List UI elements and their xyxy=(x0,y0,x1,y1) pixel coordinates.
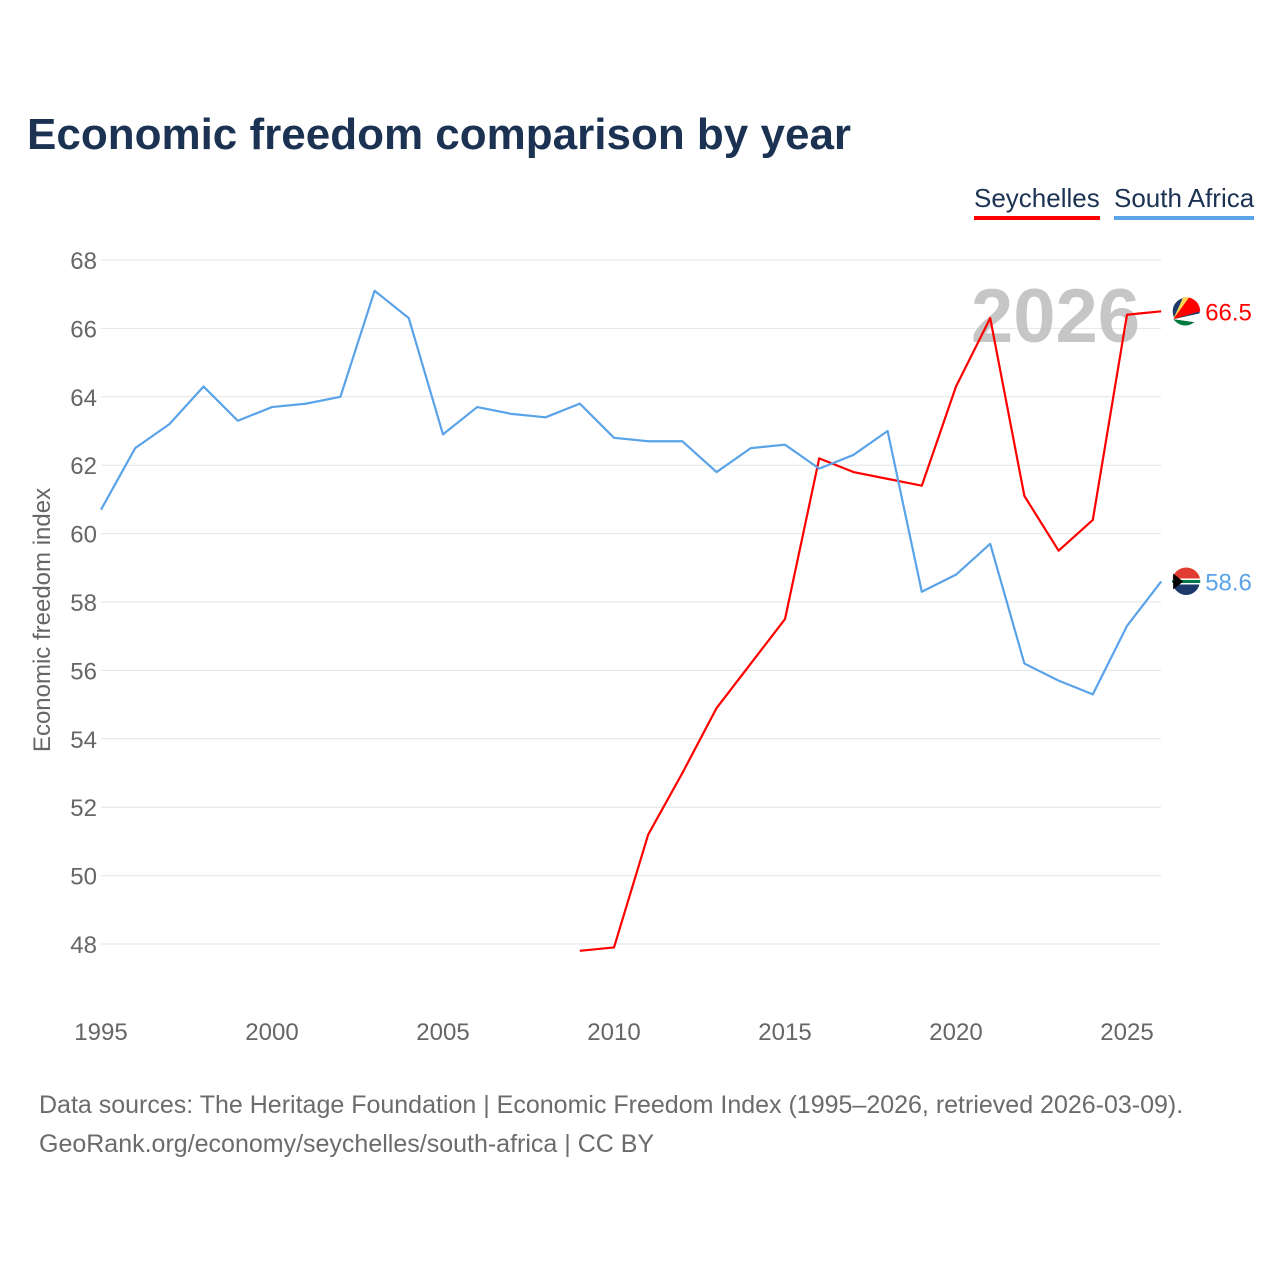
data-point xyxy=(748,445,754,451)
data-point xyxy=(1056,678,1062,684)
data-point xyxy=(1158,308,1164,314)
y-tick-label: 60 xyxy=(70,522,97,549)
y-tick-label: 54 xyxy=(70,727,97,754)
end-value-label: 66.5 xyxy=(1205,299,1252,326)
x-tick-label: 2015 xyxy=(758,1019,811,1046)
data-point xyxy=(235,418,241,424)
y-tick-label: 50 xyxy=(70,864,97,891)
flag-stripe xyxy=(1173,297,1201,320)
data-point xyxy=(1021,661,1027,667)
series-line-south-africa xyxy=(100,289,1163,696)
data-point xyxy=(1090,691,1096,697)
y-tick-label: 58 xyxy=(70,590,97,617)
data-point xyxy=(850,452,856,458)
data-point xyxy=(406,315,412,321)
y-tick-label: 48 xyxy=(70,932,97,959)
data-point xyxy=(166,421,172,427)
data-point xyxy=(1056,548,1062,554)
x-tick-label: 1995 xyxy=(74,1019,127,1046)
data-point xyxy=(782,442,788,448)
data-point xyxy=(987,541,993,547)
data-point xyxy=(714,705,720,711)
data-point xyxy=(611,944,617,950)
data-point xyxy=(372,288,378,294)
data-point xyxy=(577,948,583,954)
flag-stripe xyxy=(1173,573,1184,590)
data-point xyxy=(679,438,685,444)
data-point xyxy=(816,466,822,472)
data-point xyxy=(919,589,925,595)
line-chart: 48 50 52 54 56 58 60 62 64 66 68 1995 2000 2005 2010 20… xyxy=(29,248,1252,1046)
footer: Data sources: The Heritage Foundation | … xyxy=(39,1086,1183,1164)
data-source-text: Data sources: The Heritage Foundation | … xyxy=(39,1091,1184,1119)
data-point xyxy=(885,476,891,482)
flag-stripe xyxy=(1173,313,1201,323)
y-tick-label: 52 xyxy=(70,795,97,822)
data-point xyxy=(440,431,446,437)
data-point xyxy=(885,428,891,434)
flag-stripe xyxy=(1173,319,1195,326)
chart-title: Economic freedom comparison by year xyxy=(27,110,852,159)
data-point xyxy=(679,770,685,776)
data-point xyxy=(850,469,856,475)
data-point xyxy=(508,411,514,417)
flag-stripe xyxy=(1173,297,1190,320)
data-point xyxy=(714,469,720,475)
y-tick-label: 66 xyxy=(70,316,97,343)
data-point xyxy=(645,438,651,444)
x-tick-label: 2020 xyxy=(929,1019,982,1046)
data-point xyxy=(748,661,754,667)
data-point xyxy=(577,401,583,407)
data-point xyxy=(1158,578,1164,584)
legend-seychelles[interactable]: Seychelles xyxy=(974,183,1100,220)
y-tick-label: 68 xyxy=(70,248,97,275)
data-point xyxy=(201,384,207,390)
x-tick-label: 2005 xyxy=(416,1019,469,1046)
x-tick-label: 2010 xyxy=(587,1019,640,1046)
x-tick-label: 2025 xyxy=(1100,1019,1153,1046)
data-point xyxy=(919,483,925,489)
data-point xyxy=(1124,623,1130,629)
data-point xyxy=(953,572,959,578)
data-point xyxy=(987,315,993,321)
flag-stripe xyxy=(1172,579,1201,583)
legend-south-africa[interactable]: South Africa xyxy=(1114,183,1255,220)
data-point xyxy=(1021,493,1027,499)
data-point xyxy=(543,414,549,420)
data-point xyxy=(337,394,343,400)
data-point xyxy=(269,404,275,410)
data-point xyxy=(611,435,617,441)
y-tick-label: 56 xyxy=(70,658,97,685)
data-point xyxy=(1124,312,1130,318)
source-url-text[interactable]: GeoRank.org/economy/seychelles/south-afr… xyxy=(39,1130,655,1158)
y-tick-label: 62 xyxy=(70,453,97,480)
data-point xyxy=(303,401,309,407)
data-point xyxy=(953,384,959,390)
flag-stripe xyxy=(1172,567,1201,580)
series-line-seychelles xyxy=(579,310,1162,952)
data-point xyxy=(474,404,480,410)
y-tick-label: 64 xyxy=(70,385,97,412)
end-value-label: 58.6 xyxy=(1205,569,1252,596)
data-point xyxy=(816,455,822,461)
year-watermark: 2026 xyxy=(971,274,1140,359)
data-point xyxy=(98,507,104,513)
data-point xyxy=(782,616,788,622)
data-point xyxy=(645,832,651,838)
data-point xyxy=(1090,517,1096,523)
data-point xyxy=(132,445,138,451)
x-tick-label: 2000 xyxy=(245,1019,298,1046)
y-axis-label: Economic freedom index xyxy=(29,488,56,752)
